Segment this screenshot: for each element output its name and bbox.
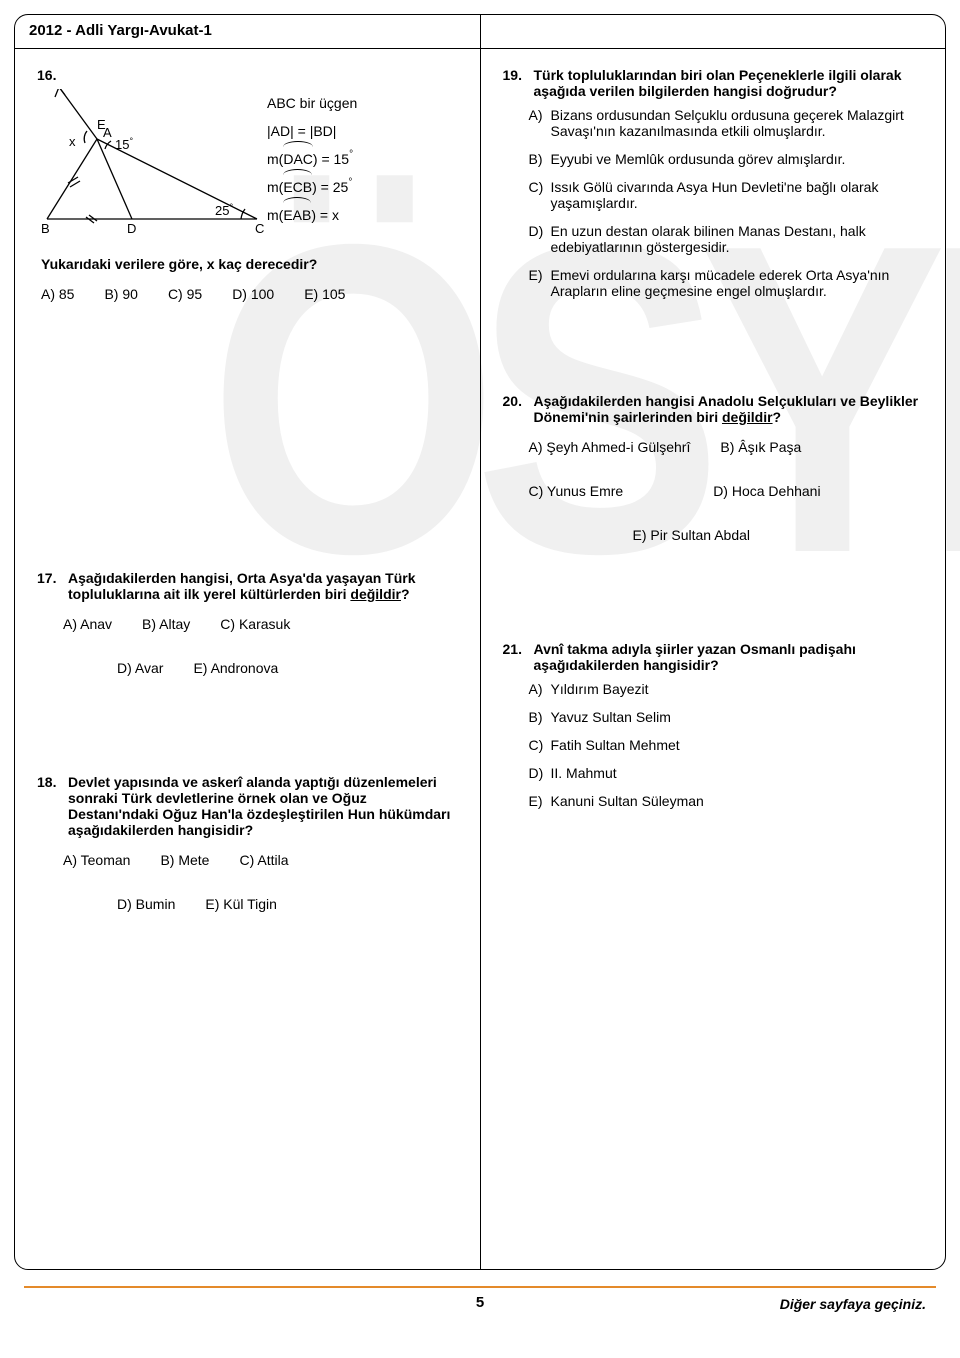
q19-options: A)Bizans ordusundan Selçuklu ordusuna ge… [529, 107, 924, 299]
question-16: 16. [37, 67, 458, 316]
left-column: 16. [15, 49, 481, 1269]
q19-opt-d[interactable]: D)En uzun destan olarak bilinen Manas De… [529, 223, 924, 255]
q16-opt-d[interactable]: D) 100 [232, 286, 274, 302]
q20-opt-a[interactable]: A) Şeyh Ahmed-i Gülşehrî [529, 439, 691, 455]
q18-opt-b[interactable]: B) Mete [160, 852, 209, 868]
q16-opt-c[interactable]: C) 95 [168, 286, 202, 302]
question-18: 18. Devlet yapısında ve askerî alanda ya… [37, 774, 458, 926]
question-20: 20. Aşağıdakilerden hangisi Anadolu Selç… [503, 393, 924, 557]
q20-opt-c[interactable]: C) Yunus Emre [529, 483, 624, 499]
q16-eq4: m(EAB) = x [267, 201, 458, 229]
q16-options: A) 85 B) 90 C) 95 D) 100 E) 105 [41, 286, 458, 316]
right-column: 19. Türk topluluklarından biri olan Peçe… [481, 49, 946, 1269]
q18-opt-c[interactable]: C) Attila [239, 852, 288, 868]
q21-opt-b[interactable]: B)Yavuz Sultan Selim [529, 709, 924, 725]
q21-text: Avnî takma adıyla şiirler yazan Osmanlı … [534, 641, 924, 673]
q19-opt-b[interactable]: B)Eyyubi ve Memlûk ordusunda görev almış… [529, 151, 924, 167]
question-19: 19. Türk topluluklarından biri olan Peçe… [503, 67, 924, 299]
q20-number: 20. [503, 393, 529, 425]
q20-options-row1: A) Şeyh Ahmed-i Gülşehrî B) Âşık Paşa [529, 439, 924, 469]
q17-opt-e[interactable]: E) Andronova [193, 660, 278, 676]
q17-text: Aşağıdakilerden hangisi, Orta Asya'da ya… [68, 570, 458, 602]
q17-number: 17. [37, 570, 63, 602]
q20-options-row2: C) Yunus Emre D) Hoca Dehhani [529, 483, 924, 513]
q16-givens: ABC bir üçgen |AD| = |BD| m(DAC) = 15 m(… [257, 89, 458, 242]
footer: 5 Diğer sayfaya geçiniz. [0, 1286, 960, 1356]
q21-opt-d[interactable]: D)II. Mahmut [529, 765, 924, 781]
q17-opt-d[interactable]: D) Avar [117, 660, 163, 676]
q20-opt-d[interactable]: D) Hoca Dehhani [713, 483, 820, 499]
q21-opt-a[interactable]: A)Yıldırım Bayezit [529, 681, 924, 697]
q16-opt-b[interactable]: B) 90 [104, 286, 137, 302]
lbl-25: 25° [215, 202, 233, 218]
columns: 16. [15, 49, 945, 1269]
q17-options-row2: D) Avar E) Andronova [117, 660, 458, 690]
q17-opt-c[interactable]: C) Karasuk [220, 616, 290, 632]
lbl-x: x [69, 134, 76, 149]
q18-opt-a[interactable]: A) Teoman [63, 852, 130, 868]
question-17: 17. Aşağıdakilerden hangisi, Orta Asya'd… [37, 570, 458, 690]
lbl-B: B [41, 221, 50, 236]
q17-opt-a[interactable]: A) Anav [63, 616, 112, 632]
q21-number: 21. [503, 641, 529, 673]
lbl-A: A [103, 125, 112, 140]
page-frame: 2012 - Adli Yargı-Avukat-1 16. [14, 14, 946, 1270]
q19-text: Türk topluluklarından biri olan Peçenekl… [534, 67, 924, 99]
q19-opt-c[interactable]: C)Issık Gölü civarında Asya Hun Devleti'… [529, 179, 924, 211]
q16-number: 16. [37, 67, 63, 83]
footer-divider [24, 1286, 936, 1288]
q18-options-row1: A) Teoman B) Mete C) Attila [63, 852, 458, 882]
q20-options-row3: E) Pir Sultan Abdal [633, 527, 924, 557]
q16-opt-a[interactable]: A) 85 [41, 286, 74, 302]
q17-options-row1: A) Anav B) Altay C) Karasuk [63, 616, 458, 646]
q18-number: 18. [37, 774, 63, 838]
q19-opt-e[interactable]: E)Emevi ordularına karşı mücadele ederek… [529, 267, 924, 299]
next-page-label: Diğer sayfaya geçiniz. [780, 1296, 926, 1312]
question-21: 21. Avnî takma adıyla şiirler yazan Osma… [503, 641, 924, 809]
lbl-D: D [127, 221, 136, 236]
q20-opt-b[interactable]: B) Âşık Paşa [720, 439, 801, 455]
q17-opt-b[interactable]: B) Altay [142, 616, 190, 632]
q16-diagram: E A x 15° B D C 25° [37, 89, 257, 242]
q21-opt-c[interactable]: C)Fatih Sultan Mehmet [529, 737, 924, 753]
q18-text: Devlet yapısında ve askerî alanda yaptığ… [68, 774, 458, 838]
header-title: 2012 - Adli Yargı-Avukat-1 [15, 15, 481, 49]
q16-given-title: ABC bir üçgen [267, 89, 458, 117]
q18-options-row2: D) Bumin E) Kül Tigin [117, 896, 458, 926]
q18-opt-e[interactable]: E) Kül Tigin [205, 896, 277, 912]
lbl-15: 15° [115, 136, 133, 152]
q16-subq: Yukarıdaki verilere göre, x kaç derecedi… [41, 256, 458, 272]
q16-opt-e[interactable]: E) 105 [304, 286, 345, 302]
q20-text: Aşağıdakilerden hangisi Anadolu Selçuklu… [534, 393, 924, 425]
q20-opt-e[interactable]: E) Pir Sultan Abdal [633, 527, 751, 543]
q19-number: 19. [503, 67, 529, 99]
q21-opt-e[interactable]: E)Kanuni Sultan Süleyman [529, 793, 924, 809]
header-empty [481, 15, 946, 49]
q19-opt-a[interactable]: A)Bizans ordusundan Selçuklu ordusuna ge… [529, 107, 924, 139]
q21-options: A)Yıldırım Bayezit B)Yavuz Sultan Selim … [529, 681, 924, 809]
q18-opt-d[interactable]: D) Bumin [117, 896, 175, 912]
header-row: 2012 - Adli Yargı-Avukat-1 [15, 15, 945, 49]
